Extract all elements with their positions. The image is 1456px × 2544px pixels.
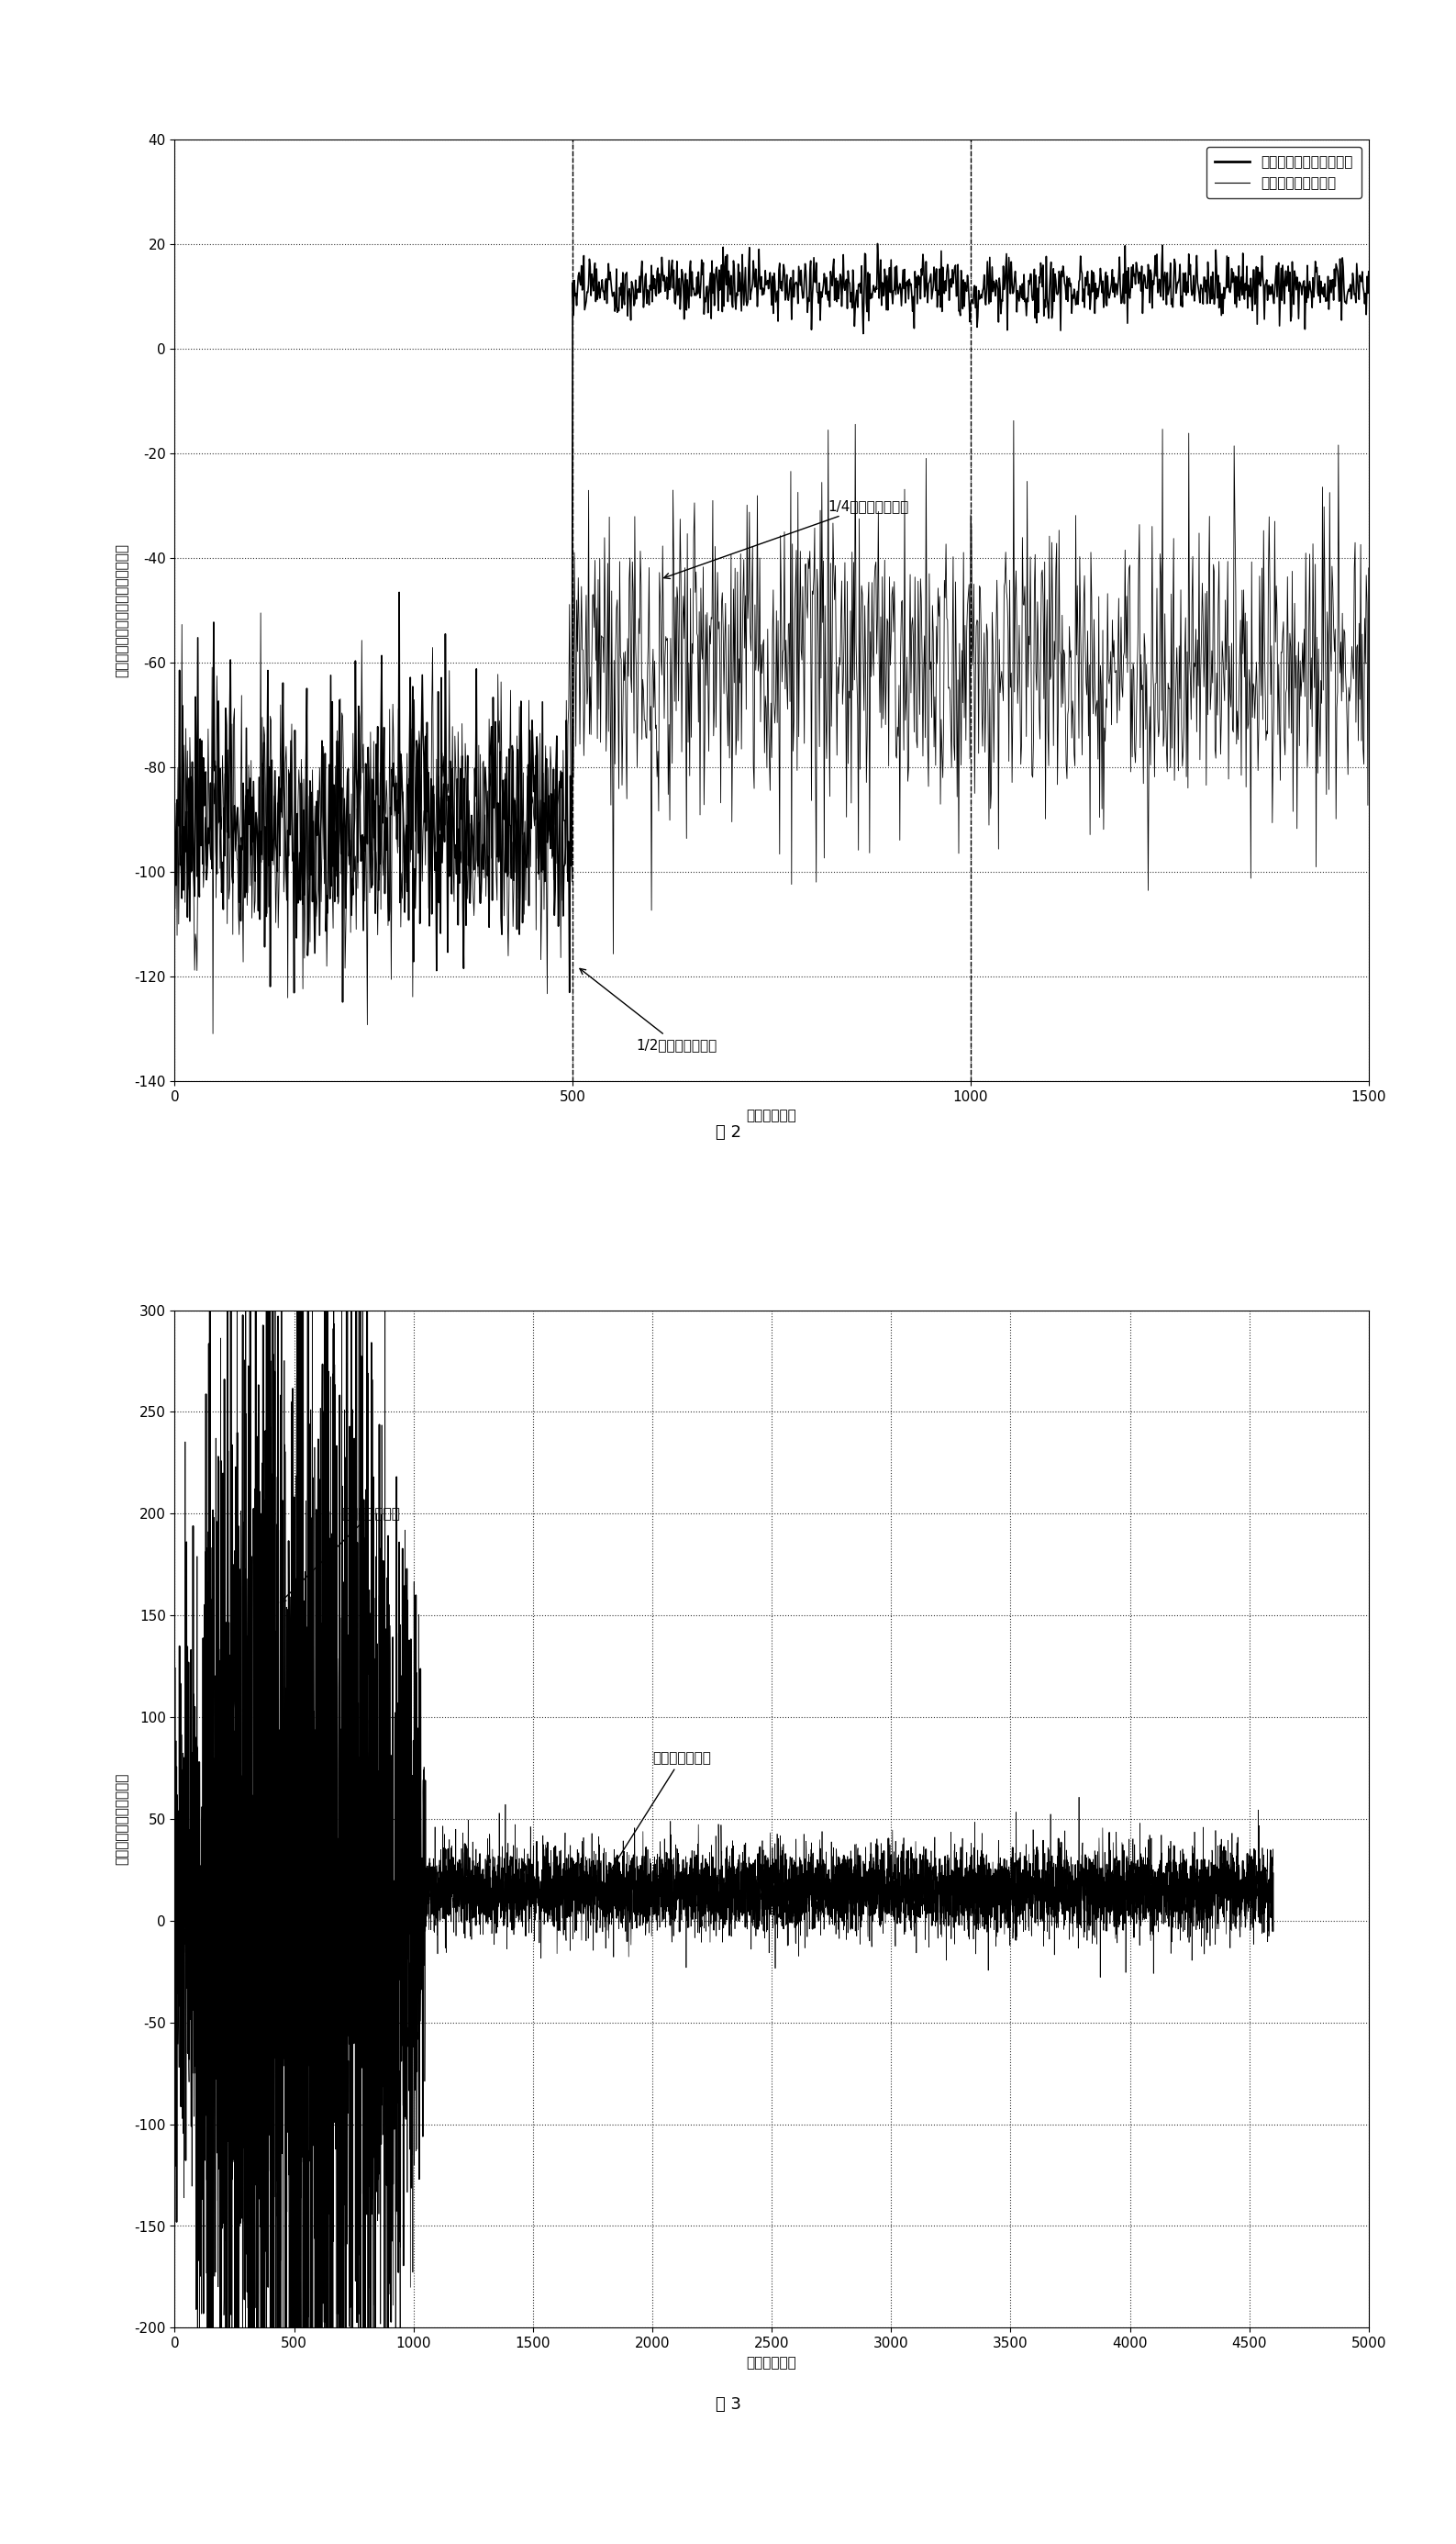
Y-axis label: 距离差观测量误差（米）: 距离差观测量误差（米）	[115, 1773, 130, 1865]
X-axis label: 环路更新次数: 环路更新次数	[747, 2356, 796, 2368]
Legend: 伪码载波联合测距观测量, 伪码相位测距观测量: 伪码载波联合测距观测量, 伪码相位测距观测量	[1207, 148, 1361, 198]
Y-axis label: 两导航台与接收机距离差误差（米）: 两导航台与接收机距离差误差（米）	[115, 544, 130, 677]
Text: 联合测距观测量: 联合测距观测量	[607, 1750, 711, 1877]
Text: 1/4个码片相干间隔: 1/4个码片相干间隔	[664, 499, 909, 577]
Text: 1/2个码片相干间隔: 1/2个码片相干间隔	[579, 969, 718, 1051]
Text: 图 2: 图 2	[715, 1124, 741, 1140]
X-axis label: 环路更新次数: 环路更新次数	[747, 1109, 796, 1122]
Text: 伪码相位观测量: 伪码相位观测量	[280, 1506, 400, 1603]
Text: 图 3: 图 3	[715, 2396, 741, 2412]
